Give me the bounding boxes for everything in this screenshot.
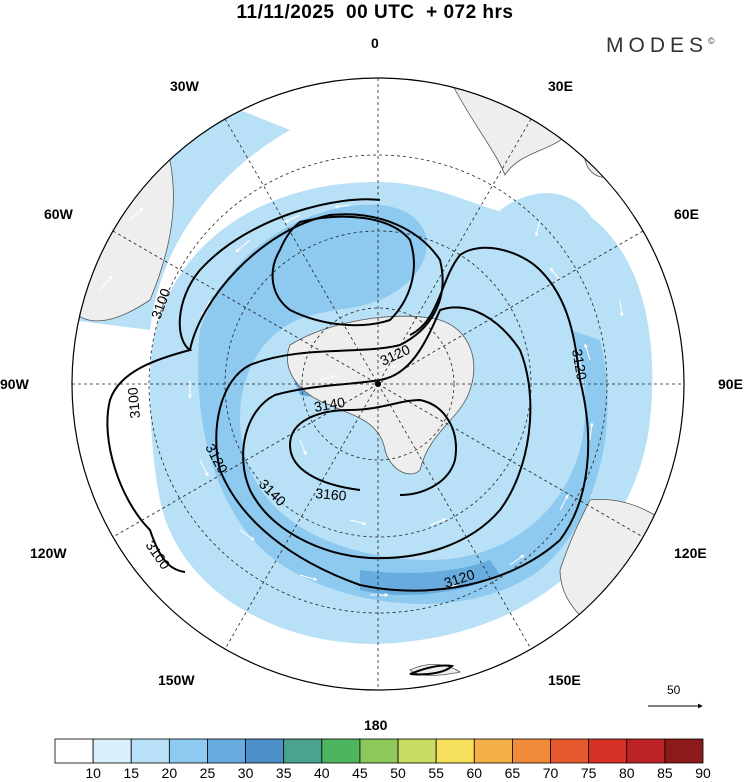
colorbar-swatch [283, 738, 323, 764]
lon-label-60e: 60E [674, 206, 699, 222]
lon-label-60w: 60W [44, 206, 73, 222]
colorbar-tick-label: 30 [237, 765, 254, 781]
contour-3140 [242, 306, 532, 560]
lon-label-30e: 30E [548, 78, 573, 94]
lon-label-120e: 120E [674, 545, 707, 561]
lon-label-120w: 120W [30, 545, 67, 561]
wind-vector [235, 239, 251, 253]
colorbar-tick-label: 15 [123, 765, 140, 781]
colorbar-swatch [588, 738, 628, 764]
lon-label-0: 0 [371, 35, 379, 51]
wind-vector [589, 422, 594, 441]
wind-vector [534, 219, 541, 237]
wind-vector [239, 529, 255, 541]
wind-vector [429, 346, 445, 356]
contour-label: 3140 [313, 394, 347, 415]
contour-label: 3100 [124, 386, 143, 419]
colorbar-tick-label: 75 [580, 765, 597, 781]
contour-label: 3160 [315, 485, 348, 504]
colorbar-tick-label: 35 [275, 765, 292, 781]
colorbar-swatch [435, 738, 475, 764]
wind-vector [379, 364, 397, 371]
australia [559, 498, 684, 661]
colorbar-tick-label: 10 [85, 765, 101, 781]
colorbar-swatch [397, 738, 437, 764]
wind-vector [334, 204, 351, 209]
wind-vector [299, 574, 318, 581]
colorbar-swatch [512, 738, 551, 764]
colorbar-tick-label: 50 [390, 765, 406, 781]
lon-label-90e: 90E [718, 376, 743, 392]
colorbar-ticks: 10 15 20 25 30 35 40 45 50 55 60 65 70 75 80 85 90 [0, 765, 750, 782]
wind-vector [284, 214, 301, 223]
colorbar-tick-label: 55 [428, 765, 444, 781]
lon-label-30w: 30W [170, 78, 199, 94]
colorbar-swatch [207, 738, 246, 764]
colorbar-swatch [321, 738, 361, 764]
modes-logo: MODES© [606, 34, 715, 58]
lon-label-150e: 150E [548, 672, 581, 688]
contour-3160 [288, 398, 457, 496]
contour-small-closed [409, 664, 455, 676]
map-title: 11/11/2025 00 UTC + 072 hrs [236, 2, 514, 23]
colorbar-tick-label: 65 [504, 765, 521, 781]
colorbar-swatch [550, 738, 590, 764]
brand-text: MODES [606, 34, 709, 57]
south-pole-dot [375, 381, 381, 387]
colorbar-tick-label: 25 [199, 765, 216, 781]
wind-vector [584, 343, 591, 361]
wind-vector [619, 299, 624, 317]
colorbar-swatch [245, 738, 285, 764]
wind-vector [559, 494, 569, 511]
wind-vector [99, 275, 113, 291]
wind-vector [509, 554, 525, 566]
colorbar-swatch [92, 738, 132, 764]
colorbar-tick-label: 45 [352, 765, 368, 781]
colorbar-swatch [168, 738, 208, 764]
colorbar-tick-label: 60 [466, 765, 483, 781]
colorbar-swatch [664, 738, 704, 764]
antarctica [287, 315, 474, 475]
lon-label-90w: 90W [0, 376, 29, 392]
wind-vector [349, 519, 367, 526]
colorbar-swatch [130, 738, 170, 764]
reference-vector-label: 50 [667, 683, 681, 697]
copyright-mark: © [708, 36, 715, 46]
colorbar-tick-label: 20 [161, 765, 178, 781]
lon-label-180: 180 [364, 717, 388, 733]
colorbar-tick-label: 70 [542, 765, 559, 781]
colorbar-tick-label: 90 [695, 765, 711, 781]
contour-3120 [189, 213, 590, 592]
colorbar-tick-label: 85 [657, 765, 673, 781]
colorbar-tick-label: 40 [314, 765, 330, 781]
colorbar-tick-label: 80 [618, 765, 635, 781]
wind-vector [429, 518, 447, 526]
wind-vector [299, 439, 307, 456]
map-border [71, 77, 685, 691]
colorbar-swatch [626, 738, 666, 764]
contour-label: 3120 [569, 348, 590, 382]
colorbar [54, 738, 704, 764]
wind-vector [129, 207, 144, 221]
lon-label-150w: 150W [158, 672, 195, 688]
colorbar-swatch [54, 738, 94, 764]
height-contours [106, 198, 590, 676]
contour-3100-outer [106, 198, 381, 573]
colorbar-swatch [359, 738, 399, 764]
wind-vector [319, 374, 336, 381]
contour-3100-ring [271, 215, 415, 327]
colorbar-swatch [473, 738, 513, 764]
jet-core [198, 204, 608, 604]
wind-vectors [99, 204, 624, 597]
wind-vector [199, 459, 209, 477]
wind-vector [549, 267, 561, 281]
